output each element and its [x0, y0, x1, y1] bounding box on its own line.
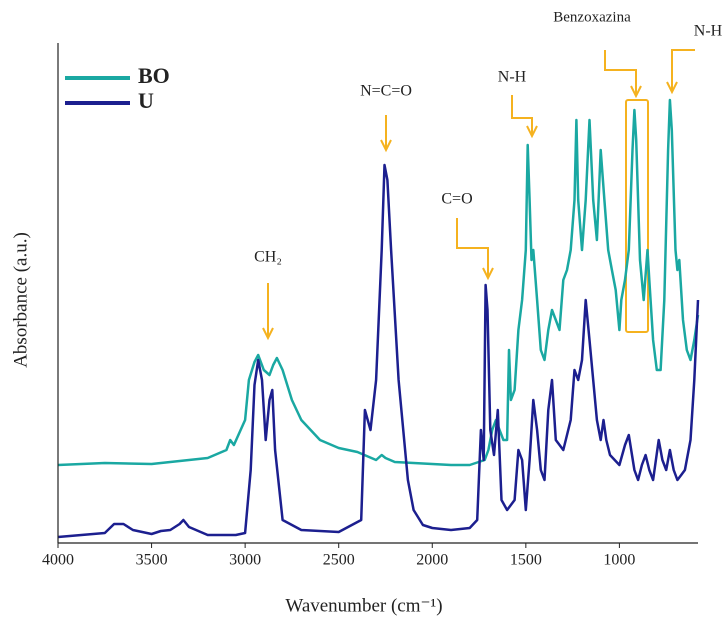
- x-tick-label: 2500: [323, 552, 355, 569]
- series-line: [57, 98, 700, 467]
- x-tick-label: 1500: [510, 552, 542, 569]
- annotation: Benzoxazina: [553, 9, 631, 25]
- series-line: [57, 163, 700, 539]
- annotation: N-H: [498, 69, 527, 86]
- arrow: [262, 283, 274, 341]
- x-tick-label: 3000: [229, 552, 261, 569]
- arrow: [666, 49, 695, 95]
- x-tick-label: 4000: [42, 552, 74, 569]
- legend-label: BO: [138, 63, 170, 88]
- annotation: CH₂: [254, 249, 282, 266]
- annotation-arrows: [262, 49, 695, 341]
- arrow: [511, 95, 538, 139]
- highlight-box: [625, 99, 649, 333]
- x-tick-label: 1000: [603, 552, 635, 569]
- x-tick-label: 2000: [416, 552, 448, 569]
- legend-label: U: [138, 88, 154, 113]
- x-tick-label: 3500: [136, 552, 168, 569]
- annotation: N-H: [694, 23, 723, 40]
- arrow: [604, 50, 642, 99]
- annotation: C=O: [441, 191, 472, 208]
- arrow: [380, 115, 392, 153]
- annotation: N=C=O: [360, 83, 412, 100]
- arrow: [456, 218, 494, 281]
- x-axis-label: Wavenumber (cm⁻¹): [285, 595, 442, 616]
- y-axis-label: Absorbance (a.u.): [10, 232, 31, 368]
